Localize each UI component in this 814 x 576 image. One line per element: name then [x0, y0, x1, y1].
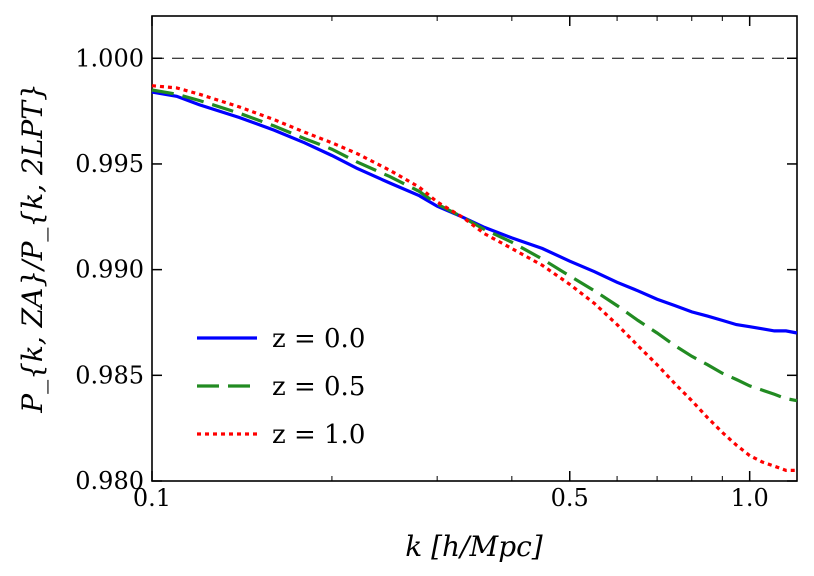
y-tick-label: 0.980	[75, 467, 144, 495]
series-layer	[151, 84, 798, 472]
ticks-layer: 0.980 0.985 0.990 0.995 1.000 0.1 0.5 1.0	[75, 16, 797, 512]
series-line-2	[151, 84, 797, 472]
series-line-1	[151, 88, 798, 403]
legend-label: z = 0.0	[272, 324, 365, 354]
plot-frame	[151, 15, 798, 482]
y-axis-label: P_{k, ZA}/P_{k, 2LPT}	[16, 83, 49, 414]
x-axis-label: k [h/Mpc]	[405, 530, 543, 563]
legend-label: z = 1.0	[272, 420, 365, 450]
x-tick-label: 0.1	[133, 484, 171, 512]
y-tick-label: 0.985	[75, 361, 144, 389]
legend-label: z = 0.5	[272, 372, 365, 402]
x-tick-label: 0.5	[551, 484, 589, 512]
series-line-0	[151, 90, 798, 335]
y-tick-label: 0.995	[75, 150, 144, 178]
y-tick-label: 0.990	[75, 256, 144, 284]
x-tick-label: 1.0	[731, 484, 769, 512]
y-tick-label: 1.000	[75, 44, 144, 72]
legend: z = 0.0 z = 0.5 z = 1.0	[197, 324, 365, 450]
